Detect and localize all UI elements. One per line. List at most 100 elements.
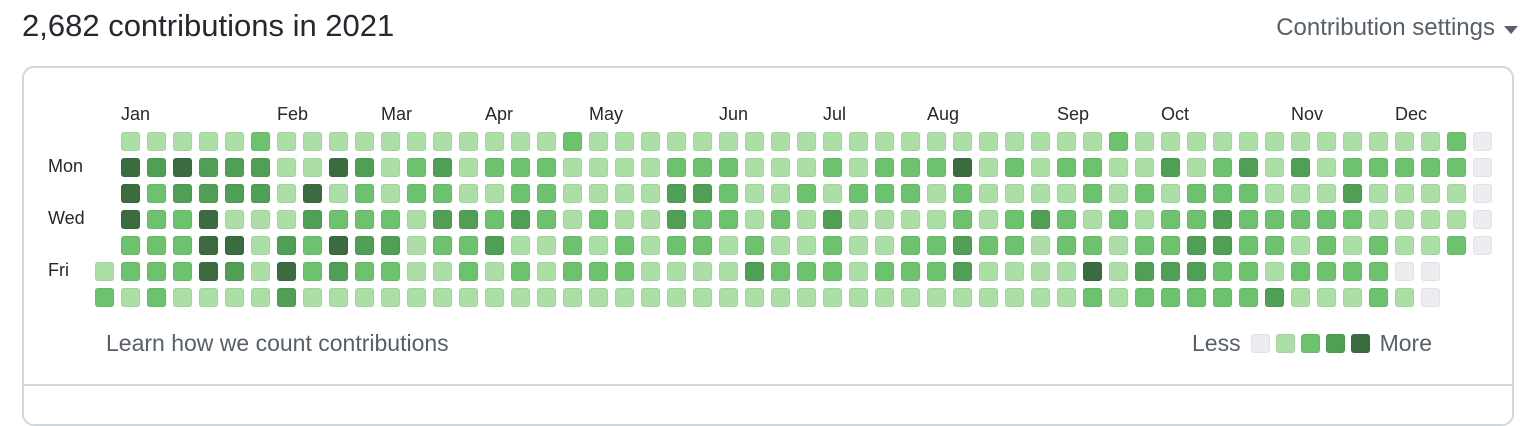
contribution-day[interactable] — [433, 210, 452, 229]
contribution-day[interactable] — [1239, 158, 1258, 177]
contribution-day[interactable] — [1473, 210, 1492, 229]
contribution-day[interactable] — [745, 262, 764, 281]
contribution-day[interactable] — [641, 210, 660, 229]
contribution-day[interactable] — [719, 210, 738, 229]
contribution-day[interactable] — [719, 132, 738, 151]
contribution-day[interactable] — [1343, 236, 1362, 255]
contribution-day[interactable] — [1447, 236, 1466, 255]
contribution-day[interactable] — [537, 184, 556, 203]
contribution-day[interactable] — [667, 210, 686, 229]
contribution-day[interactable] — [901, 262, 920, 281]
contribution-day[interactable] — [1473, 158, 1492, 177]
contribution-day[interactable] — [927, 184, 946, 203]
contribution-day[interactable] — [1187, 262, 1206, 281]
contribution-day[interactable] — [511, 132, 530, 151]
contribution-day[interactable] — [901, 158, 920, 177]
contribution-day[interactable] — [1135, 132, 1154, 151]
contribution-day[interactable] — [407, 288, 426, 307]
contribution-day[interactable] — [1083, 210, 1102, 229]
contribution-day[interactable] — [927, 132, 946, 151]
contribution-day[interactable] — [1343, 132, 1362, 151]
contribution-day[interactable] — [1109, 288, 1128, 307]
contribution-day[interactable] — [1083, 158, 1102, 177]
contribution-day[interactable] — [1473, 236, 1492, 255]
contribution-day[interactable] — [459, 262, 478, 281]
contribution-day[interactable] — [563, 210, 582, 229]
contribution-day[interactable] — [381, 288, 400, 307]
contribution-day[interactable] — [693, 184, 712, 203]
contribution-day[interactable] — [355, 288, 374, 307]
contribution-day[interactable] — [1343, 158, 1362, 177]
contribution-day[interactable] — [1421, 262, 1440, 281]
contribution-day[interactable] — [563, 288, 582, 307]
contribution-day[interactable] — [979, 262, 998, 281]
contribution-day[interactable] — [797, 236, 816, 255]
learn-how-we-count-link[interactable]: Learn how we count contributions — [106, 330, 449, 356]
contribution-day[interactable] — [641, 184, 660, 203]
contribution-day[interactable] — [173, 132, 192, 151]
contribution-day[interactable] — [1109, 210, 1128, 229]
contribution-day[interactable] — [1317, 184, 1336, 203]
contribution-day[interactable] — [1395, 184, 1414, 203]
contribution-day[interactable] — [329, 184, 348, 203]
contribution-day[interactable] — [1031, 132, 1050, 151]
contribution-day[interactable] — [485, 158, 504, 177]
contribution-day[interactable] — [1031, 210, 1050, 229]
contribution-day[interactable] — [1265, 184, 1284, 203]
contribution-day[interactable] — [381, 132, 400, 151]
contribution-day[interactable] — [511, 262, 530, 281]
contribution-day[interactable] — [329, 158, 348, 177]
contribution-day[interactable] — [641, 236, 660, 255]
contribution-day[interactable] — [277, 262, 296, 281]
contribution-day[interactable] — [407, 210, 426, 229]
contribution-day[interactable] — [1213, 158, 1232, 177]
contribution-day[interactable] — [1057, 184, 1076, 203]
contribution-day[interactable] — [1057, 158, 1076, 177]
contribution-day[interactable] — [147, 236, 166, 255]
contribution-day[interactable] — [901, 288, 920, 307]
contribution-day[interactable] — [615, 184, 634, 203]
contribution-day[interactable] — [147, 210, 166, 229]
contribution-day[interactable] — [1213, 288, 1232, 307]
contribution-day[interactable] — [771, 236, 790, 255]
contribution-day[interactable] — [199, 288, 218, 307]
contribution-day[interactable] — [225, 236, 244, 255]
contribution-day[interactable] — [1343, 210, 1362, 229]
contribution-day[interactable] — [875, 132, 894, 151]
contribution-day[interactable] — [459, 288, 478, 307]
contribution-day[interactable] — [771, 262, 790, 281]
contribution-day[interactable] — [771, 158, 790, 177]
contribution-day[interactable] — [693, 210, 712, 229]
contribution-day[interactable] — [849, 132, 868, 151]
contribution-day[interactable] — [1317, 262, 1336, 281]
contribution-day[interactable] — [277, 288, 296, 307]
contribution-day[interactable] — [303, 184, 322, 203]
contribution-day[interactable] — [1109, 236, 1128, 255]
contribution-day[interactable] — [355, 236, 374, 255]
contribution-day[interactable] — [1265, 262, 1284, 281]
contribution-day[interactable] — [667, 158, 686, 177]
contribution-day[interactable] — [147, 262, 166, 281]
contribution-day[interactable] — [251, 132, 270, 151]
contribution-day[interactable] — [953, 132, 972, 151]
contribution-day[interactable] — [1083, 262, 1102, 281]
contribution-day[interactable] — [927, 236, 946, 255]
contribution-day[interactable] — [1057, 288, 1076, 307]
contribution-day[interactable] — [511, 210, 530, 229]
contribution-day[interactable] — [719, 236, 738, 255]
contribution-day[interactable] — [641, 158, 660, 177]
contribution-day[interactable] — [485, 236, 504, 255]
contribution-day[interactable] — [1291, 236, 1310, 255]
contribution-day[interactable] — [745, 158, 764, 177]
contribution-day[interactable] — [1057, 236, 1076, 255]
contribution-day[interactable] — [1421, 132, 1440, 151]
contribution-day[interactable] — [381, 236, 400, 255]
contribution-day[interactable] — [849, 262, 868, 281]
contribution-day[interactable] — [823, 184, 842, 203]
contribution-day[interactable] — [719, 262, 738, 281]
contribution-day[interactable] — [979, 288, 998, 307]
contribution-day[interactable] — [953, 158, 972, 177]
contribution-day[interactable] — [615, 210, 634, 229]
contribution-day[interactable] — [355, 210, 374, 229]
contribution-day[interactable] — [433, 288, 452, 307]
